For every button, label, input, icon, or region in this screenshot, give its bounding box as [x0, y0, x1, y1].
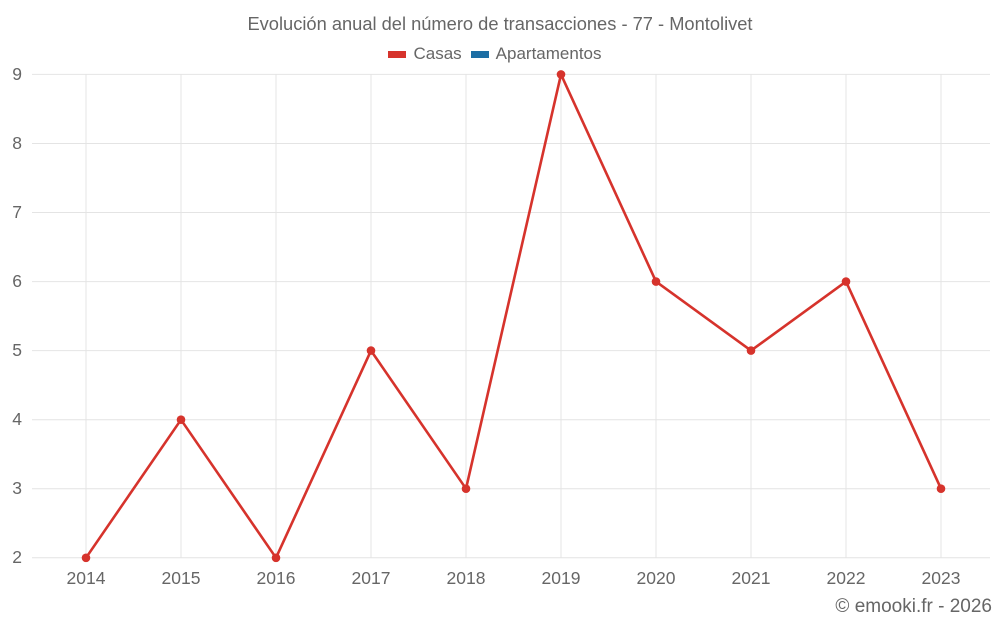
- svg-text:8: 8: [12, 133, 22, 153]
- svg-text:2019: 2019: [542, 568, 581, 588]
- svg-text:2: 2: [12, 547, 22, 567]
- svg-text:5: 5: [12, 340, 22, 360]
- svg-text:2021: 2021: [732, 568, 771, 588]
- svg-text:2022: 2022: [827, 568, 866, 588]
- svg-text:2014: 2014: [67, 568, 106, 588]
- svg-text:2023: 2023: [922, 568, 961, 588]
- svg-text:2015: 2015: [162, 568, 201, 588]
- svg-text:2016: 2016: [257, 568, 296, 588]
- svg-text:3: 3: [12, 478, 22, 498]
- svg-text:9: 9: [12, 64, 22, 84]
- svg-text:2020: 2020: [637, 568, 676, 588]
- svg-text:4: 4: [12, 409, 22, 429]
- svg-text:6: 6: [12, 271, 22, 291]
- svg-text:2017: 2017: [352, 568, 391, 588]
- svg-text:2018: 2018: [447, 568, 486, 588]
- svg-text:7: 7: [12, 202, 22, 222]
